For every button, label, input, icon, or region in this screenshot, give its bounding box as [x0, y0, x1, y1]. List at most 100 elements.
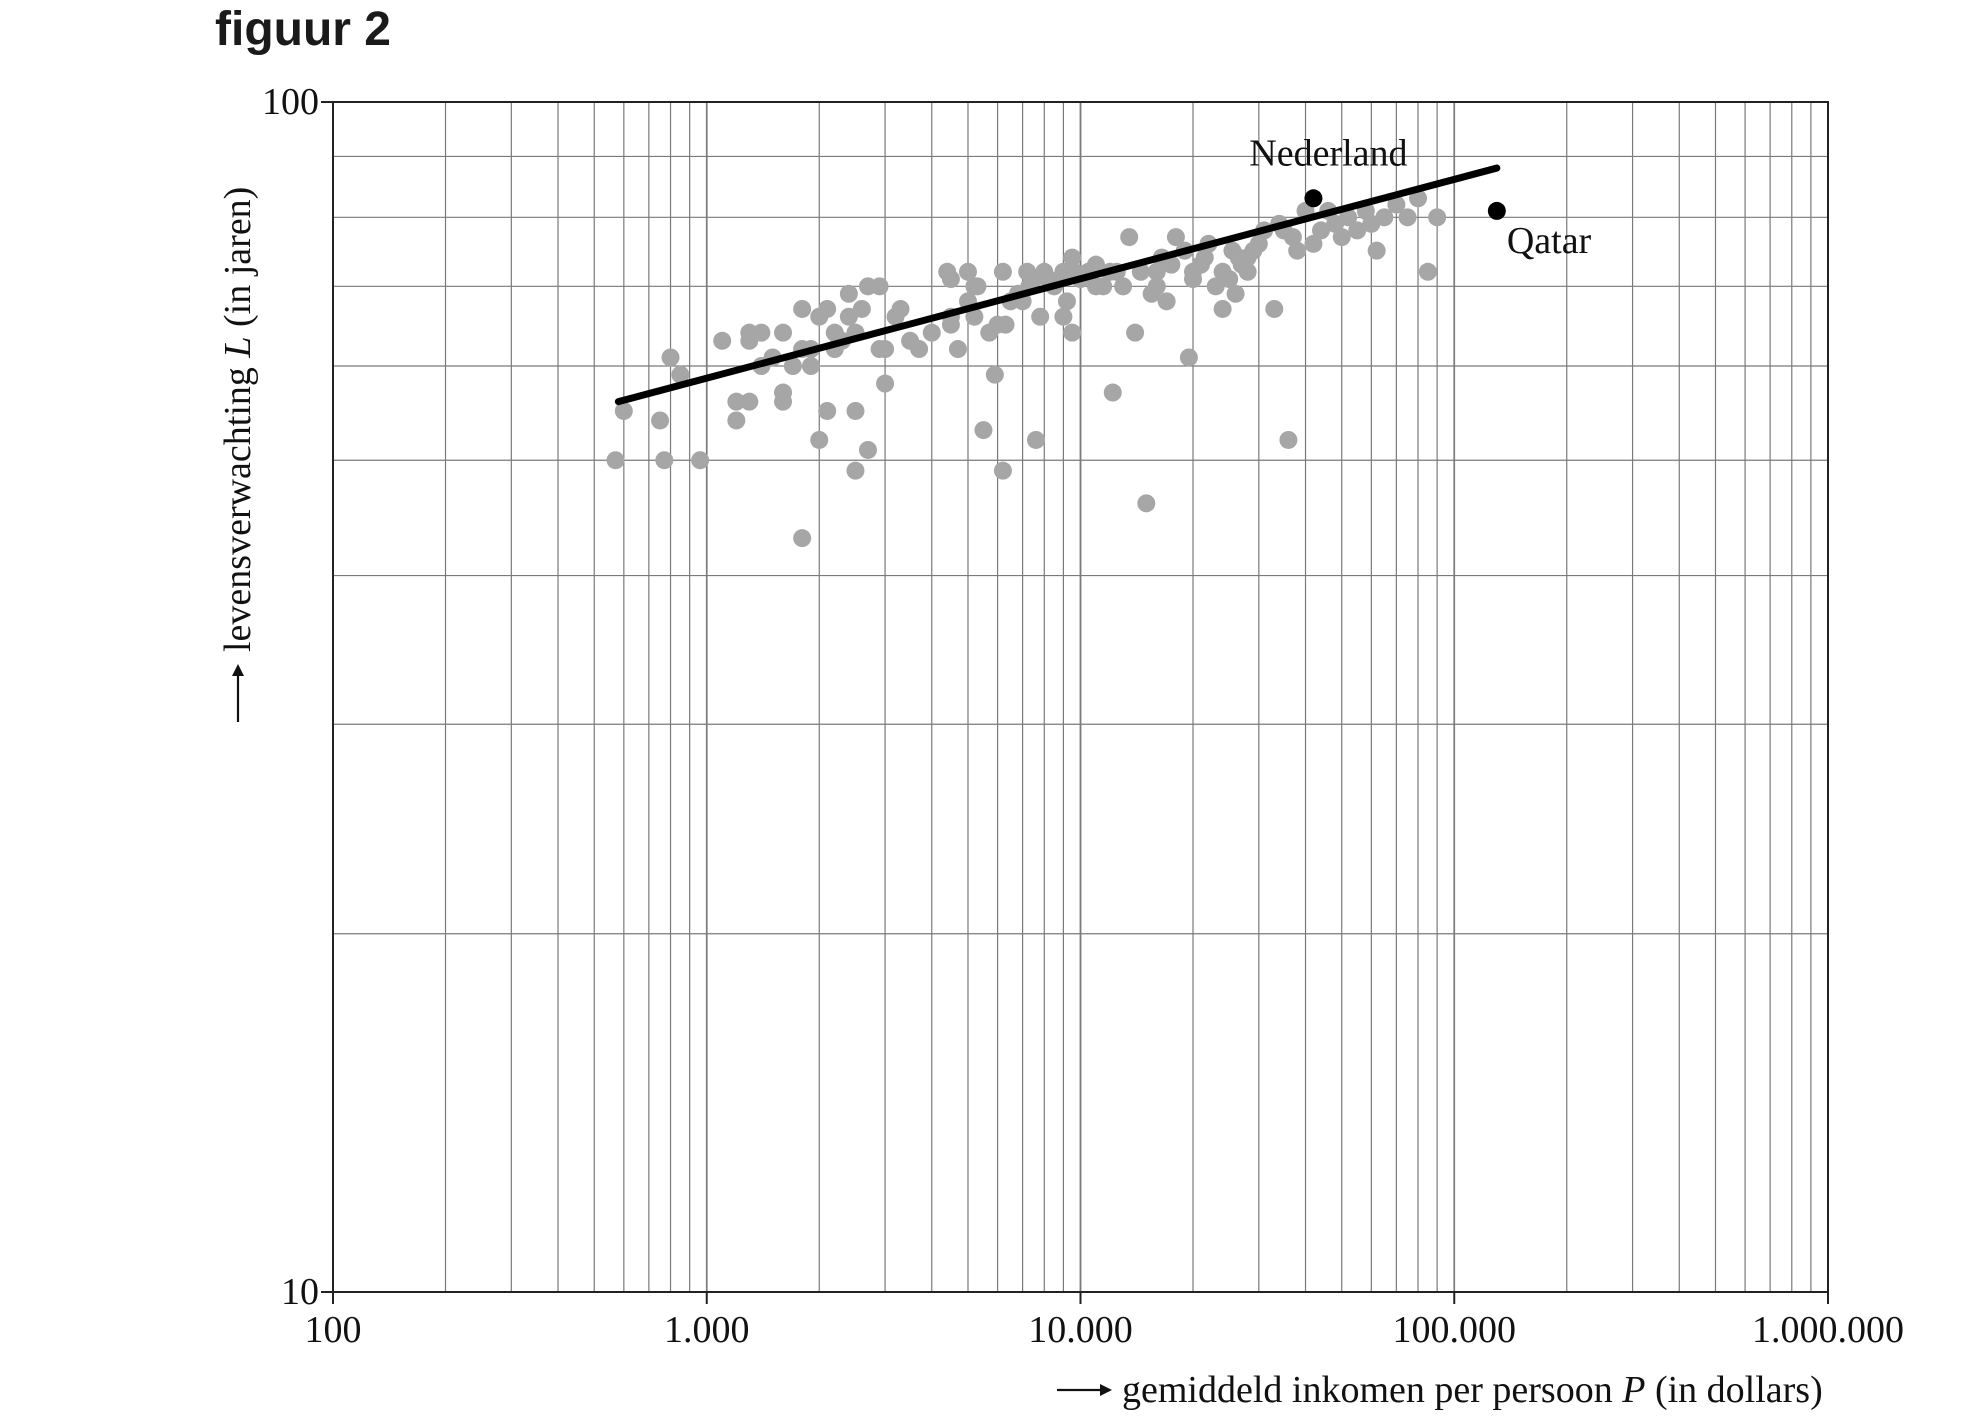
highlight-label: Qatar [1507, 220, 1592, 262]
data-point [858, 440, 877, 459]
x-axis-label-variable: P [1621, 1369, 1645, 1411]
data-point [1026, 430, 1045, 449]
data-point [1166, 228, 1185, 247]
x-tick-label: 10.000 [1028, 1309, 1133, 1351]
data-point [1114, 277, 1133, 296]
data-point [713, 331, 732, 350]
data-point [1120, 228, 1139, 247]
data-point [1367, 241, 1386, 260]
data-point [1147, 277, 1166, 296]
data-point [1086, 255, 1105, 274]
data-point [1179, 348, 1198, 367]
data-point [1226, 284, 1245, 303]
y-axis-label-text: levensverwachting [217, 358, 259, 652]
data-point [752, 323, 771, 342]
data-point [1147, 262, 1166, 281]
highlighted-points: Nederland Qatar [1249, 132, 1591, 262]
data-point [793, 299, 812, 318]
data-point [1229, 248, 1248, 267]
data-point [818, 401, 837, 420]
data-point [974, 421, 993, 440]
data-point [1057, 292, 1076, 311]
x-axis-label-text: gemiddeld inkomen per persoon [1122, 1369, 1622, 1411]
data-points [606, 189, 1447, 548]
y-tick-label: 10 [281, 1271, 319, 1313]
data-point [818, 299, 837, 318]
highlight-point [1487, 201, 1506, 220]
data-point [1184, 262, 1203, 281]
data-point [1162, 255, 1181, 274]
data-point [1213, 299, 1232, 318]
data-point [1195, 248, 1214, 267]
trend-line [614, 164, 1501, 406]
x-tick-label: 1.000 [664, 1309, 750, 1351]
data-point [1348, 221, 1367, 240]
y-axis-label-group: levensverwachting L (in jaren) [217, 187, 259, 722]
data-point [1063, 248, 1082, 267]
data-point [1206, 277, 1225, 296]
data-point [1332, 228, 1351, 247]
data-point [651, 411, 670, 430]
data-point [774, 392, 793, 411]
data-point [691, 451, 710, 470]
data-point [1157, 292, 1176, 311]
data-point [846, 461, 865, 480]
data-point [985, 365, 1004, 384]
data-point [993, 461, 1012, 480]
x-tick-label: 100 [305, 1309, 362, 1351]
data-point [941, 270, 960, 289]
data-point [1387, 195, 1406, 214]
y-axis-arrowhead [232, 664, 244, 676]
data-point [1126, 323, 1145, 342]
data-point [810, 430, 829, 449]
highlight-point [1304, 189, 1323, 208]
x-axis-label-unit: (in dollars) [1645, 1369, 1822, 1411]
x-axis-arrowhead [1100, 1384, 1112, 1396]
data-point [891, 299, 910, 318]
data-point [1213, 262, 1232, 281]
axis-labels: gemiddeld inkomen per persoon P (in doll… [217, 187, 1823, 1411]
data-point [606, 451, 625, 470]
data-point [1288, 241, 1307, 260]
data-point [1304, 234, 1323, 253]
y-axis-label: levensverwachting L (in jaren) [217, 187, 259, 652]
data-point [774, 323, 793, 342]
data-point [1265, 299, 1284, 318]
data-point [1031, 307, 1050, 326]
figure-title: figuur 2 [215, 3, 391, 56]
data-point [1086, 277, 1105, 296]
data-point [993, 262, 1012, 281]
data-point [876, 340, 895, 359]
data-point [1103, 383, 1122, 402]
data-point [661, 348, 680, 367]
data-point [996, 315, 1015, 334]
data-point [852, 299, 871, 318]
x-axis-label: gemiddeld inkomen per persoon P (in doll… [1122, 1369, 1823, 1411]
data-point [783, 357, 802, 375]
data-point [870, 277, 889, 296]
data-point [1398, 208, 1417, 227]
data-point [740, 392, 759, 411]
y-axis-label-unit: (in jaren) [217, 187, 259, 337]
grid-lines [332, 101, 1829, 1293]
data-point [1054, 307, 1073, 326]
data-point [1428, 208, 1447, 227]
data-point [655, 451, 674, 470]
data-point [1418, 262, 1437, 281]
data-point [958, 262, 977, 281]
data-point [910, 340, 929, 359]
data-point [846, 401, 865, 420]
data-point [1339, 208, 1358, 227]
data-point [948, 340, 967, 359]
data-point [839, 307, 858, 326]
data-point [922, 323, 941, 342]
data-point [1238, 262, 1257, 281]
data-point [727, 411, 746, 430]
y-tick-label: 100 [262, 81, 319, 123]
data-point [614, 401, 633, 420]
data-point [965, 307, 984, 326]
highlight-label: Nederland [1249, 132, 1407, 174]
data-point [801, 357, 820, 375]
data-point [727, 392, 746, 411]
